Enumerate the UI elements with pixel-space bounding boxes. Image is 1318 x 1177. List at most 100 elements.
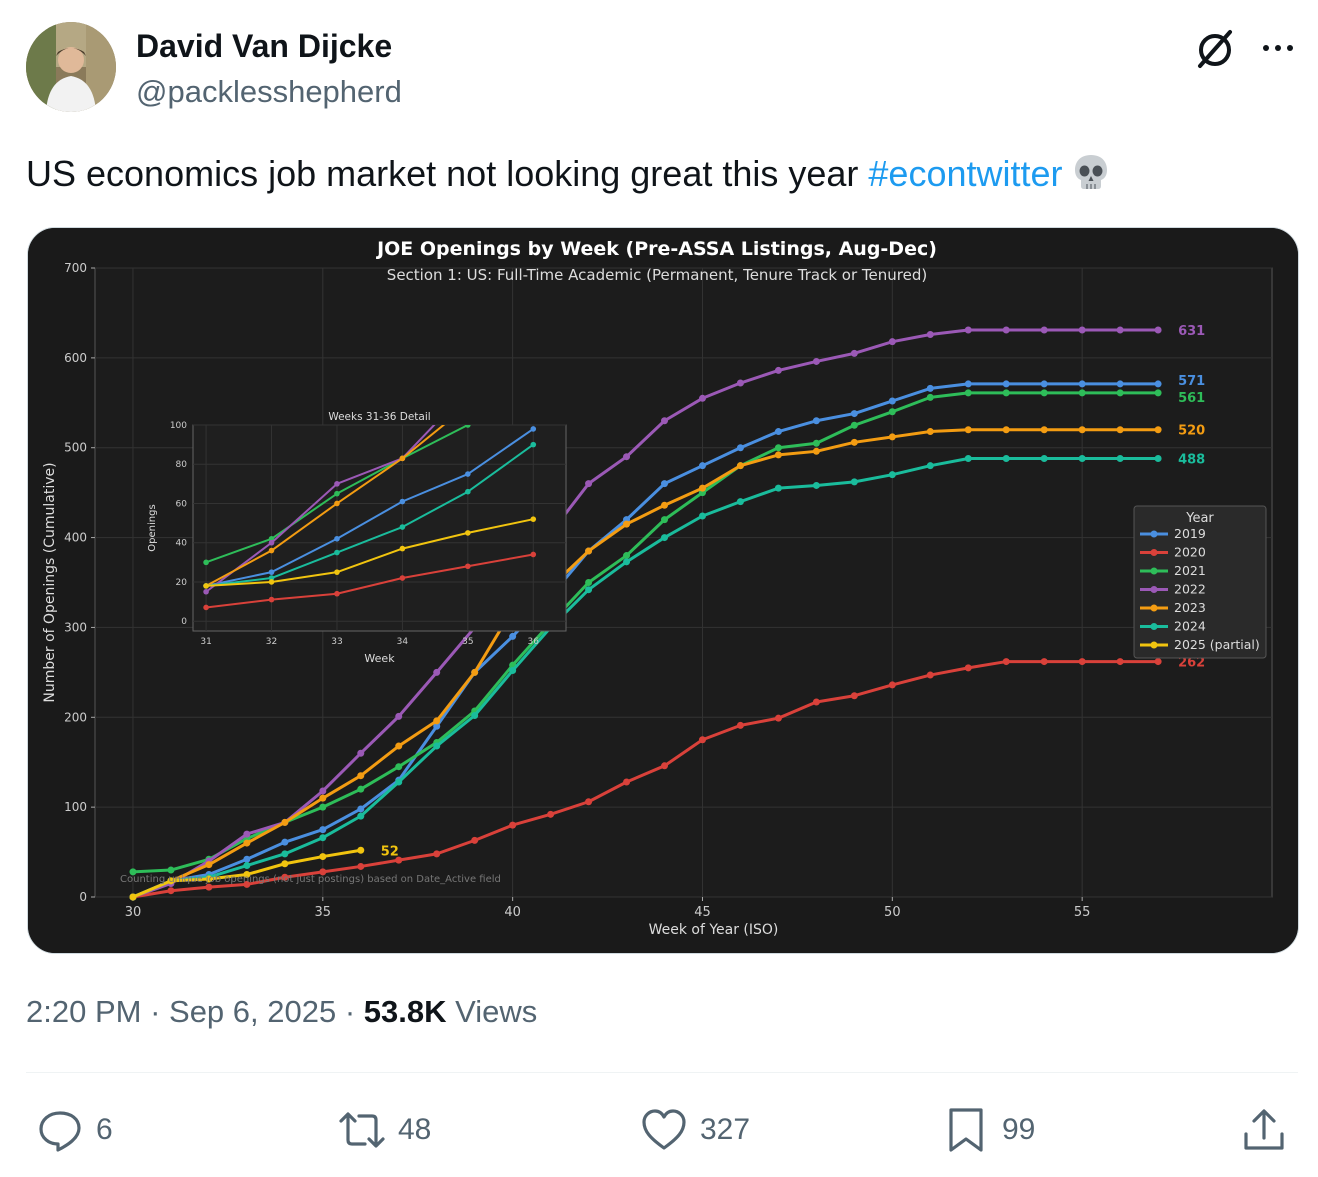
inset-data-point — [530, 551, 537, 558]
inset-data-point — [334, 569, 340, 575]
data-point — [926, 330, 934, 338]
like-button[interactable]: 327 — [640, 1100, 750, 1160]
data-point — [357, 749, 365, 757]
data-point — [319, 834, 327, 842]
data-point — [585, 579, 593, 586]
inset-series-line — [205, 553, 534, 609]
legend-label: 2023 — [1174, 600, 1206, 615]
inset-series-line — [205, 425, 470, 564]
meta-separator: · — [336, 994, 364, 1029]
inset-y-tick-label: 100 — [170, 421, 187, 431]
heart-icon — [642, 1109, 686, 1150]
legend-label: 2024 — [1174, 619, 1206, 634]
series-line — [132, 428, 1159, 899]
data-point — [281, 838, 289, 846]
data-point — [205, 861, 213, 869]
avatar[interactable] — [26, 22, 116, 112]
bookmark-button[interactable]: 99 — [942, 1100, 1035, 1160]
end-value-label: 262 — [1178, 656, 1205, 671]
data-point — [319, 794, 327, 802]
data-point — [509, 821, 517, 829]
data-point — [319, 868, 327, 876]
inset-y-tick-label: 60 — [176, 499, 188, 509]
data-point — [774, 714, 782, 722]
inset-data-point — [399, 524, 406, 530]
data-point — [1078, 454, 1086, 462]
data-point — [926, 462, 934, 470]
views-count: 53.8K — [363, 994, 447, 1029]
data-point — [1040, 426, 1048, 434]
grok-icon[interactable] — [1194, 28, 1236, 70]
data-point — [585, 547, 593, 555]
data-point — [698, 394, 706, 402]
data-point — [585, 798, 593, 806]
reply-count: 6 — [96, 1113, 113, 1146]
data-point — [433, 722, 441, 730]
data-point — [471, 668, 479, 676]
data-point — [1040, 454, 1048, 462]
data-point — [1002, 454, 1010, 462]
data-point — [1116, 426, 1124, 434]
data-point — [433, 742, 441, 750]
y-tick-label: 400 — [64, 531, 87, 545]
data-point — [433, 668, 441, 676]
inset-x-tick-label: 33 — [331, 637, 342, 647]
reply-button[interactable]: 6 — [36, 1100, 113, 1160]
more-options-icon[interactable] — [1258, 32, 1298, 64]
data-point — [850, 438, 858, 446]
data-point — [243, 830, 251, 838]
inset-data-point — [268, 579, 275, 585]
data-point — [736, 721, 744, 729]
data-point — [395, 778, 403, 786]
repost-button[interactable]: 48 — [338, 1100, 431, 1160]
inset-data-point — [334, 549, 340, 556]
data-point — [1002, 326, 1010, 334]
data-point — [812, 439, 820, 447]
inset-data-point — [203, 604, 209, 611]
data-point — [395, 763, 403, 771]
data-point — [812, 698, 820, 706]
tweet-date[interactable]: Sep 6, 2025 — [169, 994, 337, 1029]
data-point — [698, 736, 706, 744]
inset-data-point — [334, 590, 340, 597]
x-axis-label: Week of Year (ISO) — [649, 922, 779, 938]
repost-count: 48 — [398, 1113, 432, 1146]
data-point — [1078, 380, 1086, 388]
data-point — [471, 711, 479, 719]
data-point — [850, 349, 858, 357]
data-point — [661, 417, 669, 425]
legend-marker — [1150, 586, 1158, 593]
y-tick-label: 100 — [64, 800, 87, 814]
tweet-media[interactable]: 0 100 200 300 400 500 600 700 30 35 40 45 50 55 JOE Op… — [27, 227, 1299, 954]
inset-title: Weeks 31-36 Detail — [328, 411, 430, 423]
data-point — [509, 667, 517, 675]
series-line — [132, 382, 1159, 899]
inset-data-point — [465, 563, 471, 570]
reply-icon — [39, 1111, 81, 1152]
data-point — [1078, 326, 1086, 334]
legend-title: Year — [1185, 511, 1214, 526]
legend-label: 2025 (partial) — [1174, 637, 1260, 652]
data-point — [1002, 658, 1010, 666]
author-handle[interactable]: @packlesshepherd — [136, 74, 402, 109]
data-point — [888, 681, 896, 689]
author-name[interactable]: David Van Dijcke — [136, 28, 393, 64]
end-value-label: 520 — [1178, 424, 1205, 439]
data-point — [888, 408, 896, 416]
inset-series-line — [205, 428, 534, 587]
data-point — [167, 877, 175, 885]
data-point — [243, 880, 251, 888]
share-button[interactable] — [1240, 1100, 1288, 1160]
inset-data-point — [465, 471, 471, 477]
tweet-body: US economics job market not looking grea… — [26, 153, 869, 194]
hashtag-link[interactable]: #econtwitter — [868, 153, 1063, 194]
data-point — [281, 850, 289, 858]
inset-data-point — [334, 481, 340, 487]
tweet-time[interactable]: 2:20 PM — [26, 994, 142, 1029]
inset-data-point — [268, 596, 275, 603]
data-point — [547, 810, 555, 818]
data-point — [1040, 326, 1048, 334]
data-point — [357, 772, 365, 780]
action-bar: 6 48 327 99 — [26, 1100, 1298, 1160]
